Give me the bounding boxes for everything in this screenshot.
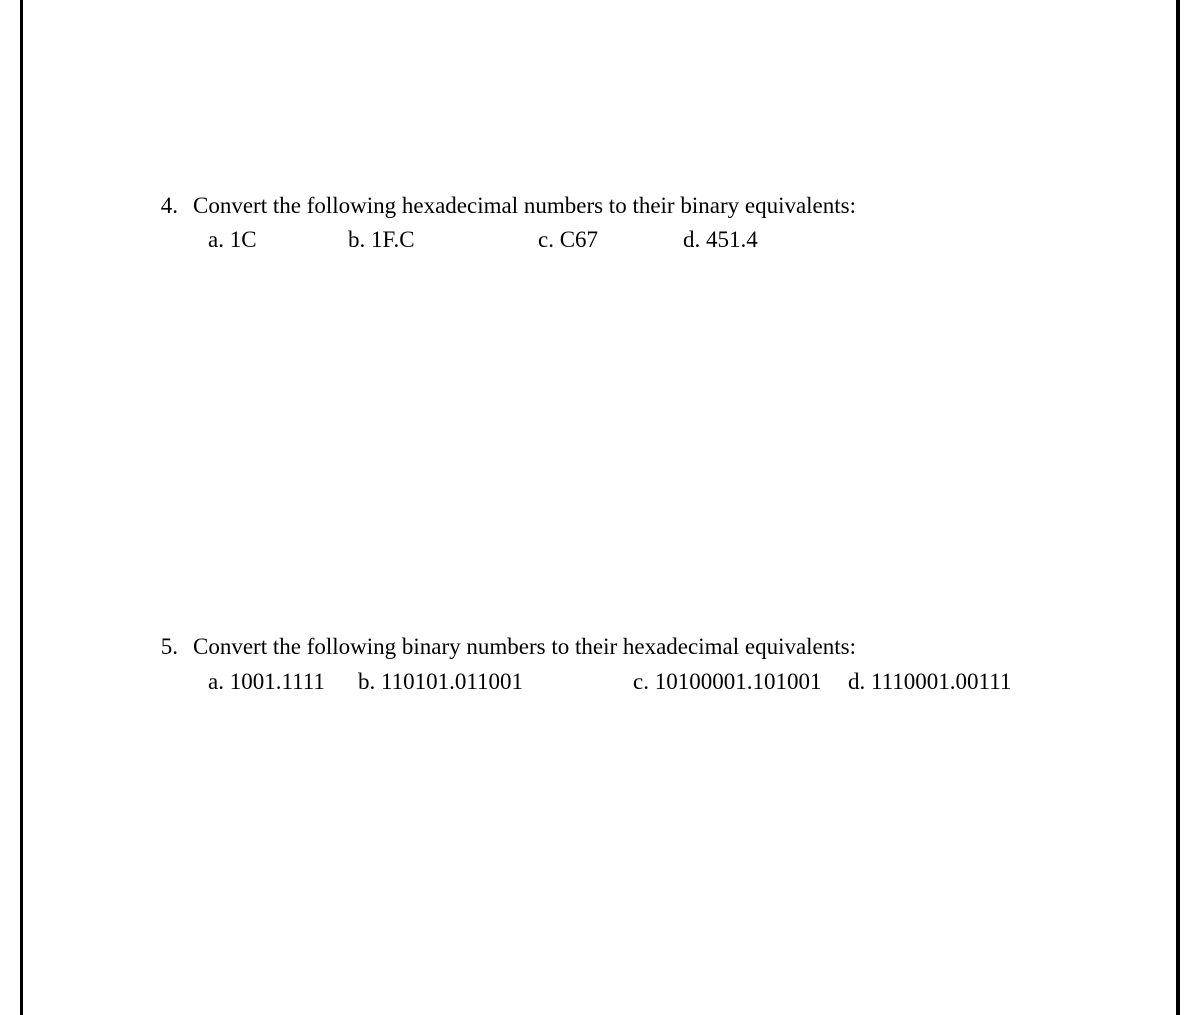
question-5-options: a. 1001.1111 b. 110101.011001 c. 1010000… (208, 666, 1066, 698)
question-5-option-b: b. 110101.011001 (358, 666, 633, 698)
question-4-option-b: b. 1F.C (348, 224, 538, 256)
question-4: 4. Convert the following hexadecimal num… (153, 190, 1066, 256)
question-4-prompt: Convert the following hexadecimal number… (193, 190, 1066, 222)
question-5-option-a: a. 1001.1111 (208, 666, 358, 698)
document-page: 4. Convert the following hexadecimal num… (20, 0, 1180, 1015)
question-4-header: 4. Convert the following hexadecimal num… (153, 190, 1066, 222)
question-4-option-d: d. 451.4 (683, 224, 758, 256)
question-5: 5. Convert the following binary numbers … (153, 631, 1066, 697)
question-5-number: 5. (153, 631, 193, 663)
question-4-option-c: c. C67 (538, 224, 683, 256)
question-5-option-d: d. 1110001.00111 (848, 666, 1011, 698)
question-5-option-c: c. 10100001.101001 (633, 666, 848, 698)
question-5-prompt: Convert the following binary numbers to … (193, 631, 1066, 663)
question-5-header: 5. Convert the following binary numbers … (153, 631, 1066, 663)
question-4-option-a: a. 1C (208, 224, 348, 256)
question-4-number: 4. (153, 190, 193, 222)
question-4-options: a. 1C b. 1F.C c. C67 d. 451.4 (208, 224, 1066, 256)
